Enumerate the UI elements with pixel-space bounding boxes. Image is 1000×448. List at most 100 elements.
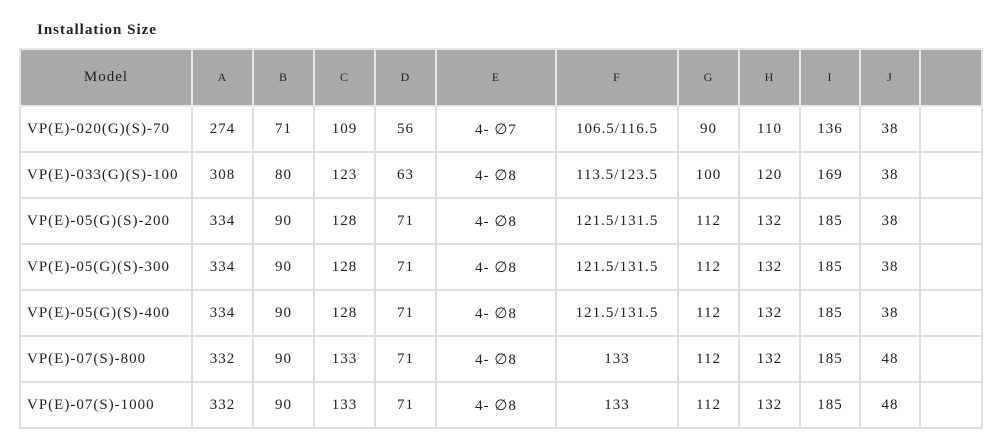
value-cell: 71 <box>374 381 437 429</box>
table-row: VP(E)-033(G)(S)-100 308 80 123 63 4- ∅8 113.5/… <box>19 151 983 199</box>
table-row: VP(E)-07(S)-800 332 90 133 71 4- ∅8 133 112 132 1… <box>19 335 983 383</box>
value-cell: 136 <box>799 105 861 153</box>
value-cell: 38 <box>859 289 921 337</box>
value-cell: 110 <box>738 105 801 153</box>
value-cell: 90 <box>252 197 315 245</box>
value-cell: 38 <box>859 105 921 153</box>
value-cell: 185 <box>799 243 861 291</box>
value-cell: 133 <box>555 381 679 429</box>
model-cell: VP(E)-020(G)(S)-70 <box>19 105 193 153</box>
size-table: Model A B C D E F G H I J VP(E)-020(G)(S)-70 274 71 1… <box>19 48 983 429</box>
model-cell: VP(E)-05(G)(S)-400 <box>19 289 193 337</box>
model-cell: VP(E)-07(S)-800 <box>19 335 193 383</box>
value-cell: 71 <box>374 335 437 383</box>
value-cell: 334 <box>191 243 254 291</box>
value-cell: 4- ∅8 <box>435 151 557 199</box>
value-cell: 71 <box>252 105 315 153</box>
value-cell: 133 <box>313 335 376 383</box>
value-cell: 4- ∅8 <box>435 335 557 383</box>
table-row: VP(E)-020(G)(S)-70 274 71 109 56 4- ∅7 106.5/1… <box>19 105 983 153</box>
value-cell: 112 <box>677 289 740 337</box>
table-row: VP(E)-07(S)-1000 332 90 133 71 4- ∅8 133 112 132… <box>19 381 983 429</box>
value-cell: 100 <box>677 151 740 199</box>
header-cell: D <box>374 48 437 107</box>
value-cell: 132 <box>738 335 801 383</box>
header-row: Model A B C D E F G H I J <box>19 48 983 107</box>
blank-cell <box>919 243 983 291</box>
value-cell: 48 <box>859 381 921 429</box>
value-cell: 132 <box>738 381 801 429</box>
value-cell: 121.5/131.5 <box>555 243 679 291</box>
value-cell: 109 <box>313 105 376 153</box>
value-cell: 332 <box>191 381 254 429</box>
table-row: VP(E)-05(G)(S)-400 334 90 128 71 4- ∅8 121.5/1… <box>19 289 983 337</box>
value-cell: 112 <box>677 381 740 429</box>
header-cell: I <box>799 48 861 107</box>
value-cell: 128 <box>313 197 376 245</box>
value-cell: 112 <box>677 243 740 291</box>
value-cell: 90 <box>252 381 315 429</box>
value-cell: 120 <box>738 151 801 199</box>
value-cell: 128 <box>313 243 376 291</box>
value-cell: 90 <box>252 243 315 291</box>
model-cell: VP(E)-07(S)-1000 <box>19 381 193 429</box>
header-cell: C <box>313 48 376 107</box>
value-cell: 185 <box>799 197 861 245</box>
header-cell-blank <box>919 48 983 107</box>
header-cell: H <box>738 48 801 107</box>
header-cell: G <box>677 48 740 107</box>
value-cell: 132 <box>738 289 801 337</box>
model-cell: VP(E)-033(G)(S)-100 <box>19 151 193 199</box>
value-cell: 38 <box>859 151 921 199</box>
blank-cell <box>919 381 983 429</box>
value-cell: 121.5/131.5 <box>555 289 679 337</box>
header-cell: A <box>191 48 254 107</box>
value-cell: 48 <box>859 335 921 383</box>
value-cell: 4- ∅8 <box>435 289 557 337</box>
model-cell: VP(E)-05(G)(S)-200 <box>19 197 193 245</box>
value-cell: 90 <box>252 289 315 337</box>
value-cell: 113.5/123.5 <box>555 151 679 199</box>
value-cell: 133 <box>313 381 376 429</box>
value-cell: 123 <box>313 151 376 199</box>
blank-cell <box>919 335 983 383</box>
table-row: VP(E)-05(G)(S)-200 334 90 128 71 4- ∅8 121.5/1… <box>19 197 983 245</box>
value-cell: 63 <box>374 151 437 199</box>
table-body: VP(E)-020(G)(S)-70 274 71 109 56 4- ∅7 106.5/1… <box>19 105 983 429</box>
blank-cell <box>919 151 983 199</box>
value-cell: 334 <box>191 289 254 337</box>
value-cell: 185 <box>799 381 861 429</box>
value-cell: 112 <box>677 335 740 383</box>
value-cell: 4- ∅8 <box>435 381 557 429</box>
value-cell: 4- ∅7 <box>435 105 557 153</box>
value-cell: 169 <box>799 151 861 199</box>
value-cell: 133 <box>555 335 679 383</box>
value-cell: 38 <box>859 197 921 245</box>
blank-cell <box>919 289 983 337</box>
value-cell: 334 <box>191 197 254 245</box>
value-cell: 4- ∅8 <box>435 197 557 245</box>
header-cell: Model <box>19 48 193 107</box>
value-cell: 90 <box>252 335 315 383</box>
value-cell: 128 <box>313 289 376 337</box>
value-cell: 112 <box>677 197 740 245</box>
blank-cell <box>919 105 983 153</box>
section-title: Installation Size <box>37 22 157 38</box>
value-cell: 274 <box>191 105 254 153</box>
value-cell: 4- ∅8 <box>435 243 557 291</box>
header-cell: E <box>435 48 557 107</box>
value-cell: 332 <box>191 335 254 383</box>
value-cell: 308 <box>191 151 254 199</box>
value-cell: 71 <box>374 197 437 245</box>
header-cell: B <box>252 48 315 107</box>
value-cell: 132 <box>738 197 801 245</box>
value-cell: 80 <box>252 151 315 199</box>
value-cell: 71 <box>374 289 437 337</box>
value-cell: 132 <box>738 243 801 291</box>
value-cell: 90 <box>677 105 740 153</box>
header-cell: F <box>555 48 679 107</box>
value-cell: 121.5/131.5 <box>555 197 679 245</box>
blank-cell <box>919 197 983 245</box>
value-cell: 71 <box>374 243 437 291</box>
